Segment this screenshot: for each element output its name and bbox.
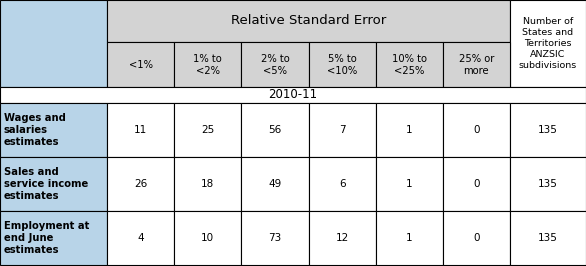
Text: 6: 6 (339, 179, 345, 189)
Text: Sales and
service income
estimates: Sales and service income estimates (4, 167, 88, 201)
Bar (174, 211, 241, 265)
Text: 1: 1 (406, 179, 413, 189)
Text: 0: 0 (473, 125, 480, 135)
Bar (376, 42, 443, 87)
Text: 2% to
<5%: 2% to <5% (261, 53, 289, 76)
Bar (443, 103, 510, 157)
Text: Wages and
salaries
estimates: Wages and salaries estimates (4, 113, 66, 147)
Text: 7: 7 (339, 125, 345, 135)
Bar (308, 42, 376, 87)
Bar (241, 103, 308, 157)
Bar (0, 87, 586, 103)
Text: 135: 135 (538, 233, 558, 243)
Bar (376, 211, 443, 265)
Text: 10: 10 (201, 233, 214, 243)
Bar (0, 157, 107, 211)
Bar (376, 157, 443, 211)
Bar (0, 211, 107, 265)
Text: 5% to
<10%: 5% to <10% (327, 53, 357, 76)
Text: 1: 1 (406, 125, 413, 135)
Bar (174, 157, 241, 211)
Text: 56: 56 (268, 125, 281, 135)
Bar (308, 103, 376, 157)
Text: 49: 49 (268, 179, 281, 189)
Text: 4: 4 (137, 233, 144, 243)
Bar (376, 103, 443, 157)
Text: 26: 26 (134, 179, 147, 189)
Bar (174, 42, 241, 87)
Bar (107, 103, 174, 157)
Bar (0, 103, 107, 157)
Text: Number of
States and
Territories
ANZSIC
subdivisions: Number of States and Territories ANZSIC … (519, 18, 577, 69)
Bar (443, 42, 510, 87)
Bar (443, 211, 510, 265)
Bar (241, 157, 308, 211)
Text: <1%: <1% (128, 60, 152, 69)
Bar (308, 157, 376, 211)
Text: 1: 1 (406, 233, 413, 243)
Text: 135: 135 (538, 125, 558, 135)
Text: 0: 0 (473, 179, 480, 189)
Bar (107, 42, 174, 87)
Bar (510, 157, 586, 211)
Text: 2010-11: 2010-11 (268, 89, 318, 102)
Text: 0: 0 (473, 233, 480, 243)
Text: Relative Standard Error: Relative Standard Error (231, 15, 386, 27)
Bar (241, 42, 308, 87)
Text: 135: 135 (538, 179, 558, 189)
Bar (308, 211, 376, 265)
Text: 10% to
<25%: 10% to <25% (392, 53, 427, 76)
Text: Employment at
end June
estimates: Employment at end June estimates (4, 221, 90, 255)
Bar (107, 157, 174, 211)
Bar (510, 211, 586, 265)
Text: 11: 11 (134, 125, 147, 135)
Bar (510, 103, 586, 157)
Text: 1% to
<2%: 1% to <2% (193, 53, 222, 76)
Text: 25: 25 (201, 125, 214, 135)
Text: 25% or
more: 25% or more (459, 53, 494, 76)
Bar (241, 211, 308, 265)
Text: 12: 12 (335, 233, 349, 243)
Bar (443, 157, 510, 211)
Bar (174, 103, 241, 157)
Text: 73: 73 (268, 233, 281, 243)
Bar (0, 0, 107, 87)
Bar (510, 0, 586, 87)
Text: 18: 18 (201, 179, 214, 189)
Bar (107, 211, 174, 265)
Bar (107, 0, 510, 42)
